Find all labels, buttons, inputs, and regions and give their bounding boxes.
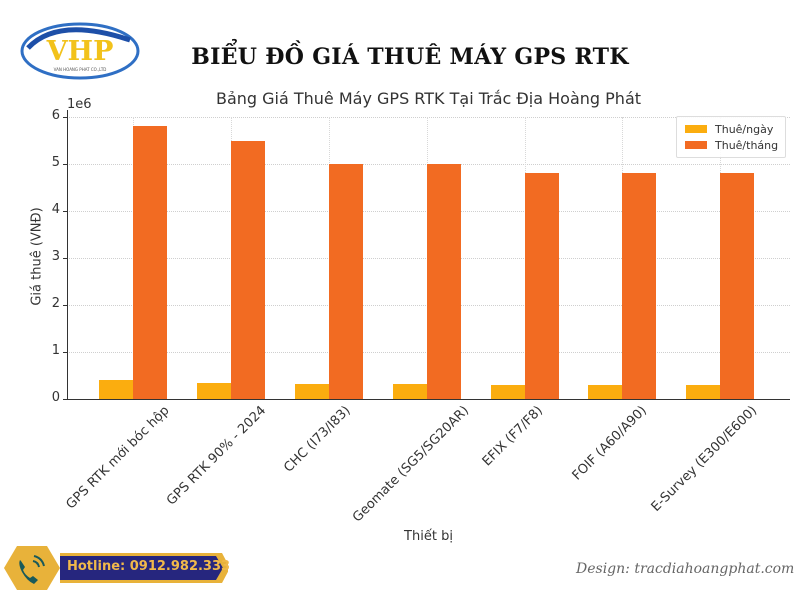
- y-tick-mark: [63, 211, 67, 212]
- x-tick-label: GPS RTK 90% - 2024: [163, 403, 270, 509]
- x-tick-label: FOIF (A60/A90): [569, 403, 650, 484]
- legend: Thuê/ngày Thuê/tháng: [676, 116, 786, 158]
- y-tick-mark: [63, 258, 67, 259]
- gridline-horizontal: [67, 117, 790, 118]
- y-axis-line: [67, 110, 68, 400]
- bar-monthly: [328, 164, 363, 399]
- x-axis-label: Thiết bị: [404, 529, 453, 544]
- hotline-badge: [4, 546, 228, 590]
- legend-label-daily: Thuê/ngày: [715, 122, 774, 136]
- x-tick-label: EFIX (F7/F8): [480, 403, 547, 470]
- plot-area: [67, 117, 790, 399]
- logo-subtext: VAN HOANG PHAT CO.,LTD: [54, 67, 107, 72]
- bar-monthly: [622, 173, 657, 399]
- legend-item-daily: Thuê/ngày: [685, 122, 773, 136]
- bar-monthly: [720, 173, 755, 399]
- bar-monthly: [524, 173, 559, 399]
- y-tick-mark: [63, 399, 67, 400]
- legend-swatch-monthly: [685, 141, 707, 149]
- y-tick-label: 5: [51, 155, 60, 170]
- legend-swatch-daily: [685, 125, 707, 133]
- phone-icon: [19, 555, 45, 584]
- bar-daily: [99, 380, 134, 399]
- x-tick-label: Geomate (SG5/SG20AR): [349, 403, 472, 526]
- y-tick-mark: [63, 352, 67, 353]
- page-title: BIỂU ĐỒ GIÁ THUÊ MÁY GPS RTK: [191, 44, 629, 70]
- logo-text: VHP: [46, 36, 114, 67]
- legend-label-monthly: Thuê/tháng: [715, 138, 779, 152]
- bar-daily: [392, 383, 427, 399]
- y-tick-label: 3: [51, 249, 60, 264]
- y-tick-label: 0: [51, 390, 60, 405]
- bar-monthly: [133, 126, 168, 399]
- bar-daily: [686, 384, 721, 399]
- y-tick-mark: [63, 117, 67, 118]
- x-tick-label: E-Survey (E300/E600): [649, 403, 761, 515]
- vhp-logo: VHP VAN HOANG PHAT CO.,LTD: [20, 22, 140, 80]
- y-tick-label: 1: [51, 343, 60, 358]
- design-credit: Design: tracdiahoangphat.com: [576, 561, 795, 577]
- y-tick-mark: [63, 305, 67, 306]
- bar-daily: [197, 382, 232, 399]
- bar-monthly: [426, 164, 461, 399]
- bar-daily: [490, 384, 525, 399]
- y-tick-label: 6: [51, 108, 60, 123]
- y-scale-label: 1e6: [67, 97, 92, 112]
- bar-daily: [588, 384, 623, 399]
- bar-monthly: [231, 140, 266, 399]
- x-axis-line: [67, 399, 790, 400]
- y-tick-label: 4: [51, 202, 60, 217]
- bar-daily: [294, 383, 329, 399]
- y-tick-mark: [63, 164, 67, 165]
- hotline-text: Hotline: 0912.982.333: [67, 559, 231, 574]
- legend-item-monthly: Thuê/tháng: [685, 138, 778, 152]
- chart-title: Bảng Giá Thuê Máy GPS RTK Tại Trắc Địa H…: [215, 89, 642, 108]
- x-tick-label: GPS RTK mới bóc hộp: [63, 403, 173, 513]
- y-tick-label: 2: [51, 296, 60, 311]
- x-tick-label: CHC (I73/I83): [280, 403, 354, 476]
